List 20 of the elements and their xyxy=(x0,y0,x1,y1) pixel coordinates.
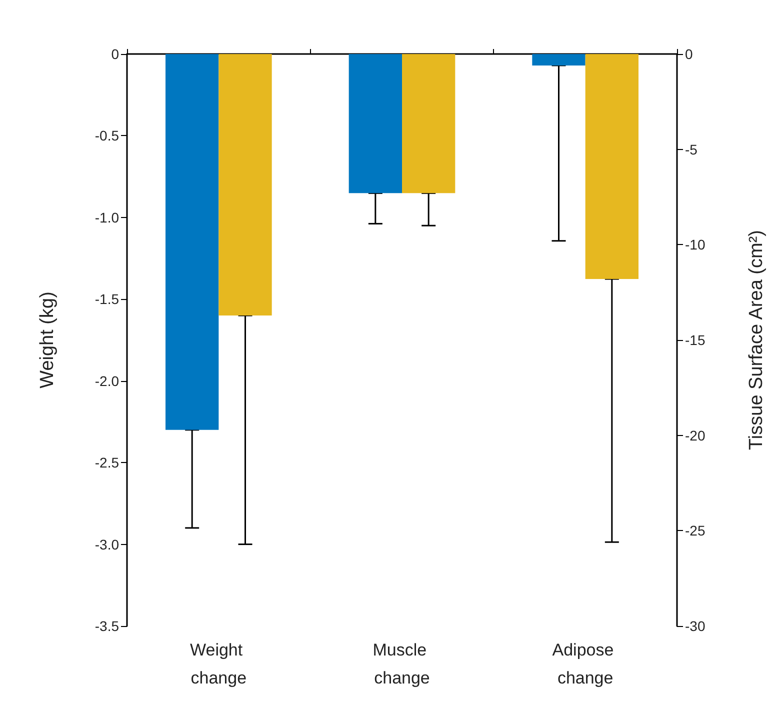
y2-tick-label: -30 xyxy=(685,618,706,634)
x-tick-label: Adipose change xyxy=(552,640,618,688)
x-tick-label: Weight change xyxy=(190,640,248,688)
y-axis-title: Weight (kg) xyxy=(37,292,58,388)
y-tick-label: -1.0 xyxy=(94,209,120,226)
y2-tick-label: -5 xyxy=(685,141,698,158)
y2-tick-label: -15 xyxy=(685,332,706,348)
y-tick-label: -0.5 xyxy=(94,128,120,144)
y-tick-label: -3.0 xyxy=(94,536,120,552)
y2-tick-label: -20 xyxy=(685,427,706,444)
y-tick-label: -2.0 xyxy=(94,372,120,389)
y2-axis-title: Tissue Surface Area (cm²) xyxy=(746,230,767,450)
y-tick-label: -1.5 xyxy=(94,291,120,308)
y-tick-label: -3.5 xyxy=(94,618,120,634)
x-tick-label: Muscle change xyxy=(372,640,432,688)
y-tick-label: -2.5 xyxy=(94,454,120,471)
y2-tick-label: -10 xyxy=(685,236,706,253)
y2-tick-label: -25 xyxy=(685,522,706,539)
y2-tick-label: 0 xyxy=(685,46,693,62)
y-tick-label: 0 xyxy=(111,46,120,62)
